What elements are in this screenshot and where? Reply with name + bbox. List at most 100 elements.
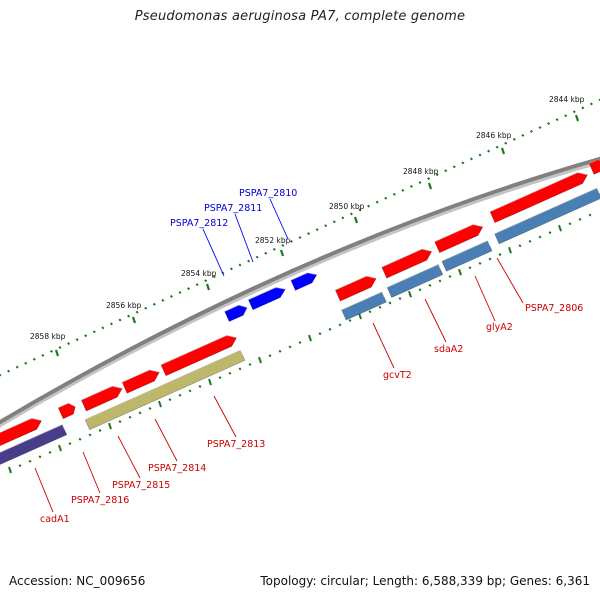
tick-label: 2852 kbp	[255, 236, 291, 245]
gene-reverse-4[interactable]	[494, 187, 600, 245]
minor-tick	[92, 330, 96, 334]
lower-tick	[108, 422, 112, 430]
leader-line	[372, 322, 395, 369]
gene-PSPA7_2806-block[interactable]	[489, 172, 588, 224]
gene-label-glya2[interactable]: glyA2	[486, 322, 513, 333]
leader-line	[34, 467, 54, 513]
leader-line	[424, 298, 447, 343]
minor-tick	[589, 102, 593, 106]
minor-tick	[469, 157, 473, 161]
minor-tick	[255, 255, 259, 259]
gene-label-pspa7_2815[interactable]: PSPA7_2815	[112, 480, 170, 491]
lower-tick	[428, 283, 432, 287]
gene-cadA1-block[interactable]	[0, 417, 43, 449]
tick-label: 2854 kbp	[181, 269, 217, 278]
leader-line	[202, 228, 225, 277]
minor-tick	[281, 243, 285, 247]
tick-label: 2856 kbp	[106, 301, 142, 310]
lower-tick	[158, 400, 162, 408]
lower-tick	[388, 301, 392, 305]
minor-tick	[367, 204, 371, 208]
major-tick	[131, 316, 137, 324]
gene-gcvT2-block[interactable]	[334, 275, 377, 302]
minor-tick	[195, 283, 199, 287]
lower-tick	[358, 312, 362, 320]
tick-labels: 2844 kbp 2846 kbp 2848 kbp 2850 kbp 2852 kbp…	[30, 95, 585, 341]
gene-reverse-1[interactable]	[341, 291, 387, 321]
minor-tick	[315, 228, 319, 232]
tick-label: 2848 kbp	[403, 167, 439, 176]
lower-tick	[38, 455, 42, 459]
gene-label-gcvt2[interactable]: gcvT2	[383, 370, 412, 381]
gene-PSPA7_2816-block[interactable]	[57, 402, 76, 420]
minor-tick	[135, 310, 139, 314]
lower-tick	[118, 420, 122, 424]
minor-tick	[187, 287, 191, 291]
lower-tick	[208, 378, 212, 386]
lower-tick	[558, 224, 562, 232]
minor-tick	[289, 239, 293, 243]
minor-tick	[512, 137, 516, 141]
minor-tick	[7, 369, 11, 373]
tick-label: 2844 kbp	[549, 95, 585, 104]
gene-label-pspa7_2816[interactable]: PSPA7_2816	[71, 495, 129, 506]
lower-tick	[378, 305, 382, 309]
gene-features	[0, 158, 600, 468]
lower-tick	[128, 415, 132, 419]
gene-label-sdaa2[interactable]: sdaA2	[434, 344, 463, 355]
gene-PSPA7_2813-block[interactable]	[160, 334, 237, 377]
minor-tick	[555, 118, 559, 122]
minor-tick	[75, 338, 79, 342]
minor-tick	[487, 149, 491, 153]
gene-reverse-2[interactable]	[386, 263, 444, 298]
gene-pseudo-block[interactable]	[84, 349, 246, 431]
gene-glyA2-block[interactable]	[434, 224, 484, 254]
gene-label-pspa7_2811[interactable]: PSPA7_2811	[204, 203, 262, 214]
gene-edge-block[interactable]	[588, 158, 600, 175]
gene-PSPA7_2815-block[interactable]	[80, 385, 123, 412]
lower-tick	[308, 334, 312, 342]
leader-line	[154, 418, 178, 462]
minor-tick	[169, 294, 173, 298]
gene-label-pspa7_2814[interactable]: PSPA7_2814	[148, 463, 206, 474]
minor-tick	[392, 192, 396, 196]
minor-tick	[127, 314, 131, 318]
lower-tick	[368, 310, 372, 314]
gene-reverse-3[interactable]	[441, 240, 493, 272]
minor-tick	[324, 224, 328, 228]
lower-tick	[228, 371, 232, 375]
leader-line	[213, 395, 237, 438]
minor-tick	[298, 235, 302, 240]
minor-tick	[49, 349, 53, 353]
tick-track	[0, 98, 600, 474]
topology-text: Topology: circular; Length: 6,588,339 bp…	[260, 574, 590, 588]
lower-tick	[148, 406, 152, 410]
minor-tick	[212, 275, 216, 279]
gene-PSPA7_2812-block[interactable]	[224, 304, 248, 322]
gene-label-cada1[interactable]: cadA1	[40, 514, 70, 525]
minor-tick	[152, 302, 156, 306]
gene-label-pspa7_2810[interactable]: PSPA7_2810	[239, 188, 297, 199]
minor-tick	[15, 365, 19, 369]
lower-tick	[28, 459, 32, 463]
minor-tick	[41, 353, 45, 357]
minor-tick	[444, 169, 448, 173]
minor-tick	[101, 326, 105, 330]
gene-PSPA7_2814-block[interactable]	[121, 369, 160, 394]
tick-label: 2858 kbp	[30, 332, 66, 341]
gene-sdaA2-block[interactable]	[381, 248, 433, 279]
minor-tick	[161, 298, 165, 302]
lower-tick	[178, 393, 182, 397]
minor-tick	[341, 216, 345, 220]
gene-PSPA7_2810-block[interactable]	[290, 272, 318, 291]
lower-tick	[528, 239, 532, 243]
gene-PSPA7_2811-block[interactable]	[248, 286, 286, 311]
lower-tick	[168, 398, 172, 402]
label-leaders	[34, 198, 524, 513]
gene-dark-block[interactable]	[0, 424, 68, 468]
gene-label-pspa7_2813[interactable]: PSPA7_2813	[207, 439, 265, 450]
gene-label-pspa7_2812[interactable]: PSPA7_2812	[170, 218, 228, 229]
minor-tick	[144, 306, 148, 310]
gene-label-pspa7_2806[interactable]: PSPA7_2806	[525, 303, 583, 314]
